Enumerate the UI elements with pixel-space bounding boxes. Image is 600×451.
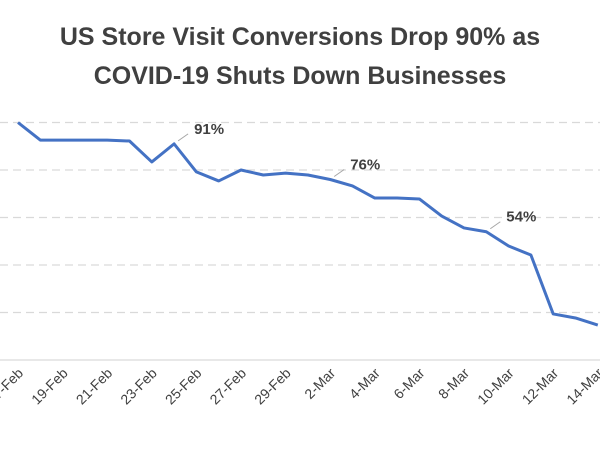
leader-line xyxy=(490,221,501,230)
data-label: 76% xyxy=(350,156,380,173)
line-series xyxy=(17,121,599,327)
leader-line xyxy=(333,169,345,177)
data-label: 91% xyxy=(194,121,224,138)
chart-title: COVID-19 Shuts Down Businesses xyxy=(94,62,507,90)
leader-line xyxy=(177,133,189,142)
chart-title: US Store Visit Conversions Drop 90% as xyxy=(60,23,540,51)
data-label: 54% xyxy=(506,209,536,226)
